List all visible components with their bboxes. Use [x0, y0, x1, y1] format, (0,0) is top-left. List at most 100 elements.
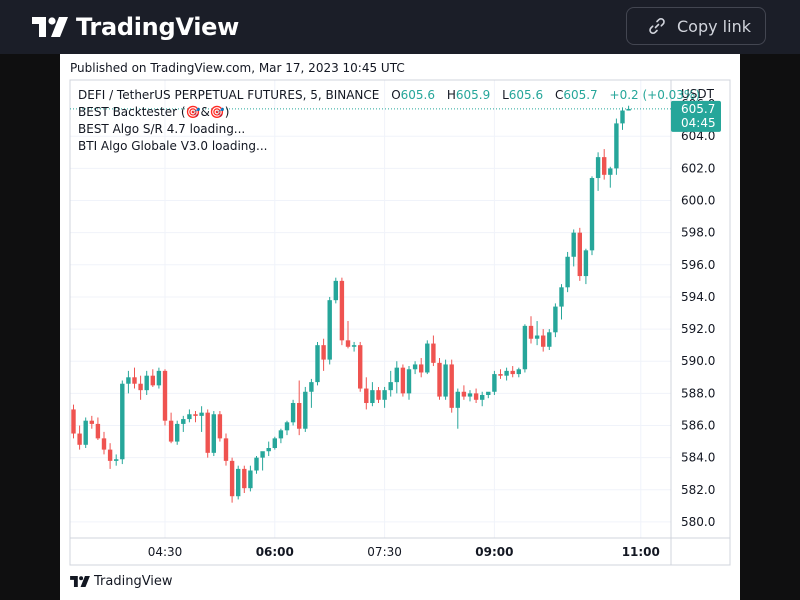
candle-body [89, 420, 94, 424]
candle-body [309, 382, 314, 392]
candle-body [553, 306, 558, 333]
candle-body [589, 178, 595, 251]
candle-body [181, 419, 186, 424]
time-tick-label: 11:00 [622, 545, 660, 559]
indicator-label[interactable]: BTI Algo Globale V3.0 loading... [78, 139, 267, 153]
candle-body [144, 375, 149, 391]
candle-body [71, 409, 76, 434]
candle-body [522, 325, 528, 370]
candle-body [425, 343, 430, 373]
candle-body [315, 345, 320, 383]
close-value: 605.7 [563, 88, 597, 102]
candle-body [449, 364, 454, 408]
candle-body [339, 280, 345, 341]
candlestick-chart[interactable]: 580.0 582.0 584.0 586.0 588.0 590.0 592.0 594.0… [60, 54, 740, 574]
candle-body [120, 383, 125, 460]
time-axis: 04:30 06:00 07:30 09:00 11:00 [148, 545, 660, 559]
candle-body [510, 370, 515, 375]
candle-body [187, 414, 192, 420]
candle-body [614, 123, 619, 169]
low-label: L [502, 88, 509, 102]
candle-body [583, 250, 589, 277]
candle-body [168, 420, 174, 442]
candle-body [364, 388, 369, 404]
candle-body [370, 390, 375, 404]
candle-body [327, 300, 332, 360]
candle-body [492, 374, 497, 392]
last-price-value: 605.7 [681, 102, 715, 116]
candle-body [437, 362, 442, 397]
candle-body [242, 468, 247, 489]
candle-body [473, 393, 479, 400]
price-tick-label: 588.0 [681, 386, 715, 400]
candle-body [107, 449, 113, 461]
time-tick-label: 07:30 [367, 545, 402, 559]
candle-body [504, 370, 509, 376]
indicator-label[interactable]: BEST Algo S/R 4.7 loading... [78, 122, 245, 136]
candle-body [138, 383, 143, 391]
candle-body [358, 345, 363, 389]
candle-body [321, 345, 326, 360]
candle-body [248, 470, 253, 489]
candle-body [236, 468, 241, 497]
candle-body [150, 375, 155, 386]
candle-body [602, 157, 607, 175]
candle-body [345, 340, 351, 347]
candle-body [260, 451, 265, 458]
link-icon [647, 16, 667, 36]
footer-brand-name: TradingView [94, 574, 173, 589]
time-tick-label: 06:00 [256, 545, 294, 559]
candle-body [175, 423, 180, 442]
candle-body [223, 438, 229, 461]
candle-body [351, 345, 357, 347]
price-tick-label: 596.0 [681, 258, 715, 272]
candle-body [83, 420, 88, 445]
candle-body [577, 232, 582, 277]
footer-logo[interactable]: TradingView [70, 574, 173, 589]
candle-body [394, 367, 399, 383]
candle-body [626, 108, 631, 111]
candle-body [534, 335, 540, 339]
candle-body [229, 460, 235, 497]
price-tick-label: 584.0 [681, 451, 715, 465]
candle-body [284, 422, 290, 431]
candle-body [565, 256, 570, 288]
brand-name: TradingView [76, 13, 239, 41]
candle-body [595, 157, 601, 179]
change-value: +0.2 (+0.03%) [610, 88, 701, 102]
candle-body [132, 377, 137, 384]
high-value: 605.9 [456, 88, 490, 102]
candle-body [480, 394, 485, 400]
candle-body [162, 370, 168, 421]
price-tick-label: 590.0 [681, 354, 715, 368]
candle-body [620, 110, 625, 124]
candle-body [193, 414, 198, 416]
candle-body [333, 280, 338, 301]
copy-link-button[interactable]: Copy link [626, 7, 766, 45]
candle-body [126, 377, 131, 384]
candle-body [516, 369, 521, 375]
top-bar: TradingView Copy link [0, 0, 800, 54]
indicator-label[interactable]: BEST Backtester (🎯&🎯) [78, 105, 230, 119]
candle-body [303, 391, 308, 429]
candle-body [419, 364, 424, 373]
candle-body [95, 423, 101, 439]
candle-body [290, 403, 296, 423]
candle-body [254, 457, 259, 471]
candle-body [455, 391, 460, 408]
tradingview-logo[interactable]: TradingView [32, 12, 239, 42]
candle-body [461, 391, 467, 397]
currency-label: USDT [681, 87, 715, 101]
candle-body [486, 391, 491, 395]
time-tick-label: 09:00 [475, 545, 513, 559]
candle-body [266, 448, 271, 452]
candle-body [101, 438, 107, 450]
price-tick-label: 600.0 [681, 194, 715, 208]
candle-body [431, 343, 436, 363]
price-tick-label: 592.0 [681, 322, 715, 336]
candle-body [278, 430, 284, 439]
candle-body [406, 369, 412, 394]
price-axis: 580.0 582.0 584.0 586.0 588.0 590.0 592.0 594.0… [681, 129, 715, 529]
copy-link-label: Copy link [677, 16, 751, 36]
price-tick-label: 598.0 [681, 226, 715, 240]
